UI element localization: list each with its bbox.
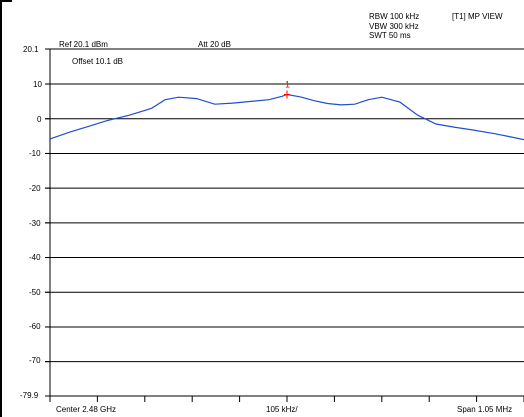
y-tick-label: -40 — [29, 253, 41, 262]
spectrum-trace — [49, 93, 524, 141]
offset-label: Offset 10.1 dB — [72, 57, 123, 66]
center-frequency-label: Center 2.48 GHz — [56, 405, 117, 414]
y-tick-label: -70 — [29, 356, 41, 365]
y-tick-label: 10 — [33, 80, 42, 89]
plot-grid — [45, 48, 524, 397]
frame-left-border — [0, 0, 2, 417]
attenuation-label: Att 20 dB — [198, 40, 231, 49]
y-tick-label: -79.9 — [20, 391, 39, 400]
y-tick-label: 0 — [37, 115, 42, 124]
marker-1-label: 1 — [285, 79, 290, 89]
y-tick-label: -50 — [29, 288, 41, 297]
y-tick-label: -30 — [29, 219, 41, 228]
rbw-label: RBW 100 kHz — [369, 12, 420, 21]
vbw-label: VBW 300 kHz — [369, 22, 419, 31]
view-mode-label: [T1] MP VIEW — [452, 12, 503, 21]
y-tick-label: -20 — [29, 184, 41, 193]
x-axis-ticks — [49, 396, 524, 402]
span-per-division-label: 105 kHz/ — [266, 405, 298, 414]
y-tick-label: -60 — [29, 322, 41, 331]
span-label: Span 1.05 MHz — [457, 405, 513, 414]
y-tick-label: -10 — [29, 149, 41, 158]
ref-level-label: Ref 20.1 dBm — [59, 40, 108, 49]
marker-group: 1 — [284, 79, 290, 99]
y-tick-label: 20.1 — [23, 45, 39, 54]
swt-label: SWT 50 ms — [369, 31, 411, 40]
frame-top-border — [0, 0, 12, 2]
